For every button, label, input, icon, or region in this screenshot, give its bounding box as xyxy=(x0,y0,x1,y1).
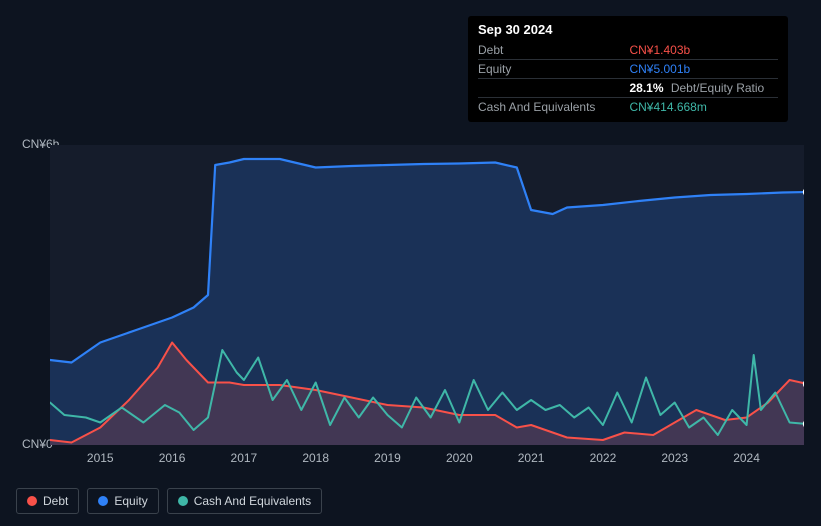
chart-plot xyxy=(50,145,804,445)
x-axis-tick: 2019 xyxy=(374,451,401,465)
x-axis-tick: 2022 xyxy=(590,451,617,465)
x-axis-tick: 2017 xyxy=(231,451,258,465)
tooltip-date: Sep 30 2024 xyxy=(478,22,778,37)
y-axis-label: CN¥0 xyxy=(22,437,53,451)
chart-tooltip: Sep 30 2024 DebtCN¥1.403bEquityCN¥5.001b… xyxy=(468,16,788,122)
x-axis-tick: 2016 xyxy=(159,451,186,465)
x-axis-tick: 2015 xyxy=(87,451,114,465)
legend-dot-icon xyxy=(178,496,188,506)
x-axis: 2015 2016 2017 2018 2019 2020 2021 2022 2023 2024 xyxy=(50,451,804,471)
tooltip-row-label: Cash And Equivalents xyxy=(478,98,629,117)
legend: Debt Equity Cash And Equivalents xyxy=(16,488,322,514)
tooltip-row-label: Equity xyxy=(478,60,629,79)
legend-item-cash-and-equivalents[interactable]: Cash And Equivalents xyxy=(167,488,322,514)
tooltip-row-value: CN¥5.001b xyxy=(629,60,778,79)
tooltip-row-label: Debt xyxy=(478,41,629,60)
x-axis-tick: 2020 xyxy=(446,451,473,465)
tooltip-row-label xyxy=(478,79,629,98)
legend-dot-icon xyxy=(98,496,108,506)
x-axis-tick: 2024 xyxy=(733,451,760,465)
legend-label: Debt xyxy=(43,494,68,508)
x-axis-tick: 2023 xyxy=(661,451,688,465)
legend-label: Cash And Equivalents xyxy=(194,494,311,508)
legend-item-debt[interactable]: Debt xyxy=(16,488,79,514)
tooltip-row-value: CN¥414.668m xyxy=(629,98,778,117)
x-axis-tick: 2021 xyxy=(518,451,545,465)
legend-dot-icon xyxy=(27,496,37,506)
tooltip-row-value: 28.1% Debt/Equity Ratio xyxy=(629,79,778,98)
tooltip-table: DebtCN¥1.403bEquityCN¥5.001b28.1% Debt/E… xyxy=(478,41,778,116)
tooltip-row-value: CN¥1.403b xyxy=(629,41,778,60)
legend-label: Equity xyxy=(114,494,147,508)
x-axis-tick: 2018 xyxy=(302,451,329,465)
legend-item-equity[interactable]: Equity xyxy=(87,488,158,514)
